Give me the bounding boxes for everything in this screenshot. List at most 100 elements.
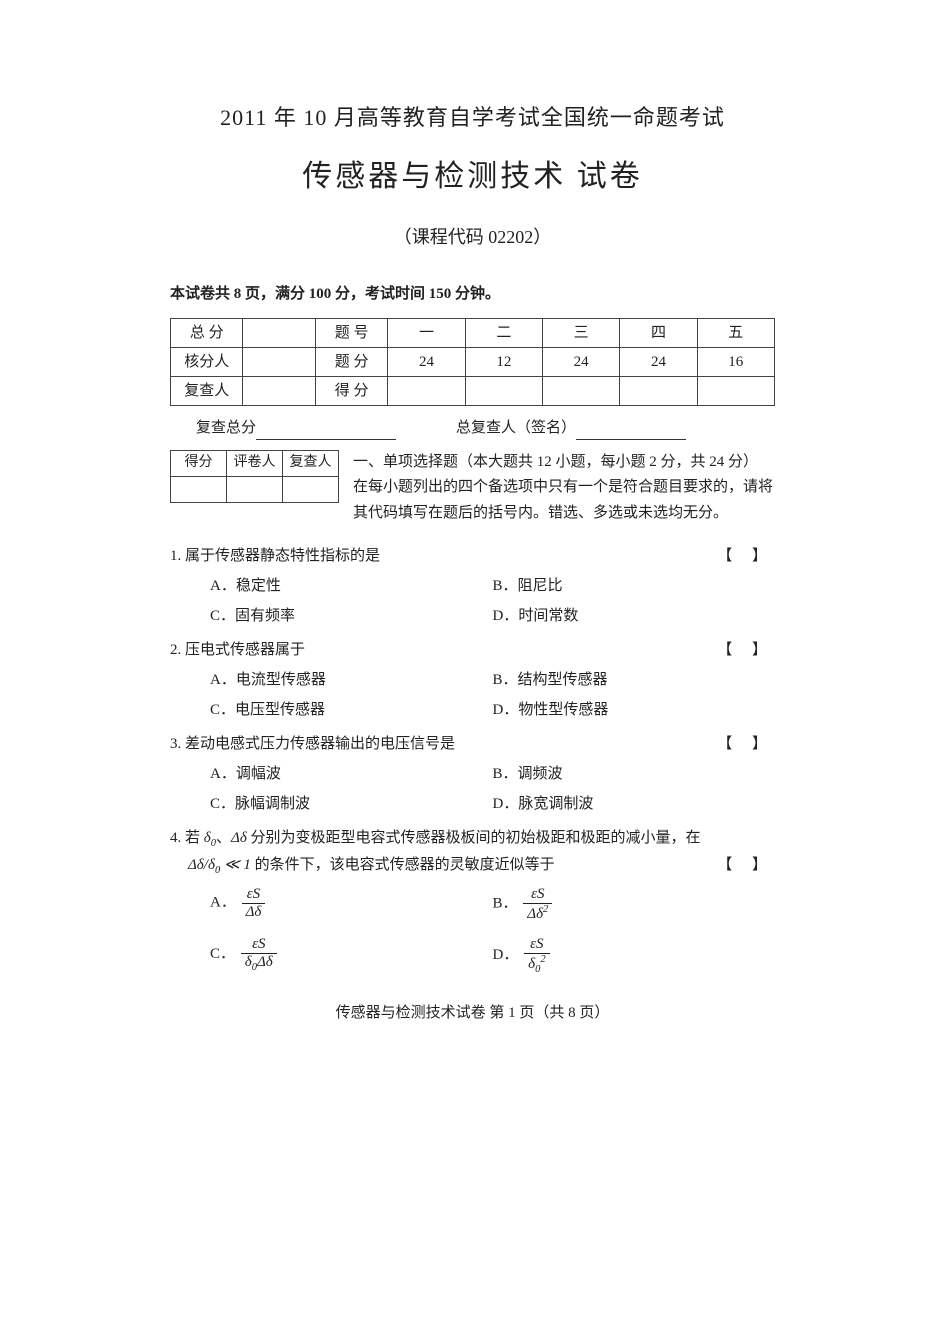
cell-total-score-label: 总 分 [171,318,243,347]
cell-question-number-label: 题 号 [315,318,387,347]
q3-option-b: B．调频波 [493,762,776,786]
section-1-label: 一、 [353,454,383,470]
q4-delta-d: Δδ [231,830,247,846]
q2-option-b: B．结构型传感器 [493,668,776,692]
score-summary-table: 总 分 题 号 一 二 三 四 五 核分人 题 分 24 12 24 24 16… [170,318,775,406]
q3-number: 3. [170,736,181,752]
cell-section-points-label: 题 分 [315,347,387,376]
cell-points-1: 24 [388,347,465,376]
q4-option-c: C． εS δ0Δδ [210,936,493,975]
cell-earned-1 [388,376,465,405]
q2-stem: 压电式传感器属于 [185,642,305,658]
q1-option-c-text: 固有频率 [235,608,295,624]
q4-frac-d: εS δ02 [524,936,549,975]
cell-section-4: 四 [620,318,697,347]
section-1-instruction: 在每小题列出的四个备选项中只有一个是符合题目要求的，请将其代码填写在题后的括号内… [353,479,773,521]
q4-stem-mid-b: 分别为变极距型电容式传感器极板间的初始极距和极距的减小量，在 [247,830,701,846]
q3-option-b-text: 调频波 [518,766,563,782]
q4-option-d: D． εS δ02 [493,936,776,975]
q2-number: 2. [170,642,181,658]
question-1: 1. 属于传感器静态特性指标的是 【 】 A．稳定性 B．阻尼比 C．固有频率 … [170,544,775,628]
q1-option-d: D．时间常数 [493,604,776,628]
q2-option-d: D．物性型传感器 [493,698,776,722]
question-3: 3. 差动电感式压力传感器输出的电压信号是 【 】 A．调幅波 B．调频波 C．… [170,732,775,816]
grade-cell-score: 得分 [171,450,227,476]
question-4: 4. 若 δ0、Δδ 分别为变极距型电容式传感器极板间的初始极距和极距的减小量，… [170,826,775,975]
cell-points-2: 12 [465,347,542,376]
exam-main-title: 2011 年 10 月高等教育自学考试全国统一命题考试 [170,100,775,135]
q4-option-b: B． εS Δδ2 [493,886,776,922]
answer-bracket: 【 】 [717,732,775,756]
question-2: 2. 压电式传感器属于 【 】 A．电流型传感器 B．结构型传感器 C．电压型传… [170,638,775,722]
cell-points-3: 24 [543,347,620,376]
q3-option-c: C．脉幅调制波 [210,792,493,816]
q1-option-b: B．阻尼比 [493,574,776,598]
q4-delta0: δ0 [204,830,216,846]
q2-option-a-text: 电流型传感器 [236,672,326,688]
review-total-blank [256,422,396,440]
cell-section-1: 一 [388,318,465,347]
q4-option-a: A． εS Δδ [210,886,493,922]
answer-bracket: 【 】 [717,853,775,877]
chief-reviewer-label: 总复查人（签名） [456,416,576,440]
q3-option-a: A．调幅波 [210,762,493,786]
cell-reviewer-value [243,376,315,405]
course-code-line: （课程代码 02202） [170,223,775,252]
q1-option-b-text: 阻尼比 [518,578,563,594]
review-signature-line: 复查总分 总复查人（签名） [170,416,775,440]
q2-option-c: C．电压型传感器 [210,698,493,722]
section-1-header: 得分 评卷人 复查人 一、单项选择题（本大题共 12 小题，每小题 2 分，共 … [170,450,775,527]
review-total-label: 复查总分 [196,416,256,440]
cell-points-4: 24 [620,347,697,376]
cell-section-5: 五 [697,318,774,347]
table-row: 总 分 题 号 一 二 三 四 五 [171,318,775,347]
cell-earned-2 [465,376,542,405]
table-row: 复查人 得 分 [171,376,775,405]
q3-option-c-text: 脉幅调制波 [235,796,310,812]
q4-stem-mid-a: 、 [216,830,231,846]
q1-option-c: C．固有频率 [210,604,493,628]
q2-option-c-text: 电压型传感器 [235,702,325,718]
exam-info-line: 本试卷共 8 页，满分 100 分，考试时间 150 分钟。 [170,282,775,306]
q4-number: 4. [170,830,181,846]
q3-option-d-text: 脉宽调制波 [518,796,593,812]
exam-subject-title: 传感器与检测技术 试卷 [170,153,775,201]
section-1-instruction-block: 一、单项选择题（本大题共 12 小题，每小题 2 分，共 24 分） 在每小题列… [339,450,775,527]
cell-section-2: 二 [465,318,542,347]
q1-option-a: A．稳定性 [210,574,493,598]
table-row: 核分人 题 分 24 12 24 24 16 [171,347,775,376]
cell-total-score-value [243,318,315,347]
section-1-title: 单项选择题（本大题共 12 小题，每小题 2 分，共 24 分） [383,454,758,470]
q3-option-a-text: 调幅波 [236,766,281,782]
q4-frac-a: εS Δδ [242,886,266,920]
page-footer: 传感器与检测技术试卷 第 1 页（共 8 页） [170,1001,775,1025]
q4-condition: Δδ/δ0 ≪ 1 [188,857,251,873]
cell-reviewer-label: 复查人 [171,376,243,405]
grade-cell-blank [171,476,227,502]
answer-bracket: 【 】 [717,544,775,568]
q1-option-d-text: 时间常数 [518,608,578,624]
q1-option-a-text: 稳定性 [236,578,281,594]
q4-stem-pre: 若 [185,830,204,846]
q3-option-d: D．脉宽调制波 [493,792,776,816]
q2-option-a: A．电流型传感器 [210,668,493,692]
cell-earned-4 [620,376,697,405]
q2-option-d-text: 物性型传感器 [518,702,608,718]
q2-option-b-text: 结构型传感器 [518,672,608,688]
q4-frac-b: εS Δδ2 [523,886,552,922]
grade-cell-blank [227,476,283,502]
q4-frac-c: εS δ0Δδ [241,936,277,973]
q4-stem-line2-mid: 的条件下，该电容式传感器的灵敏度近似等于 [251,857,555,873]
q3-stem: 差动电感式压力传感器输出的电压信号是 [185,736,455,752]
cell-points-5: 16 [697,347,774,376]
section-grade-table: 得分 评卷人 复查人 [170,450,339,503]
q4-stem-line1: 4. 若 δ0、Δδ 分别为变极距型电容式传感器极板间的初始极距和极距的减小量，… [170,826,775,853]
cell-section-3: 三 [543,318,620,347]
cell-earned-3 [543,376,620,405]
grade-cell-blank [283,476,339,502]
cell-earned-5 [697,376,774,405]
cell-earned-label: 得 分 [315,376,387,405]
chief-reviewer-blank [576,422,686,440]
cell-scorer-label: 核分人 [171,347,243,376]
grade-cell-reviewer: 复查人 [283,450,339,476]
